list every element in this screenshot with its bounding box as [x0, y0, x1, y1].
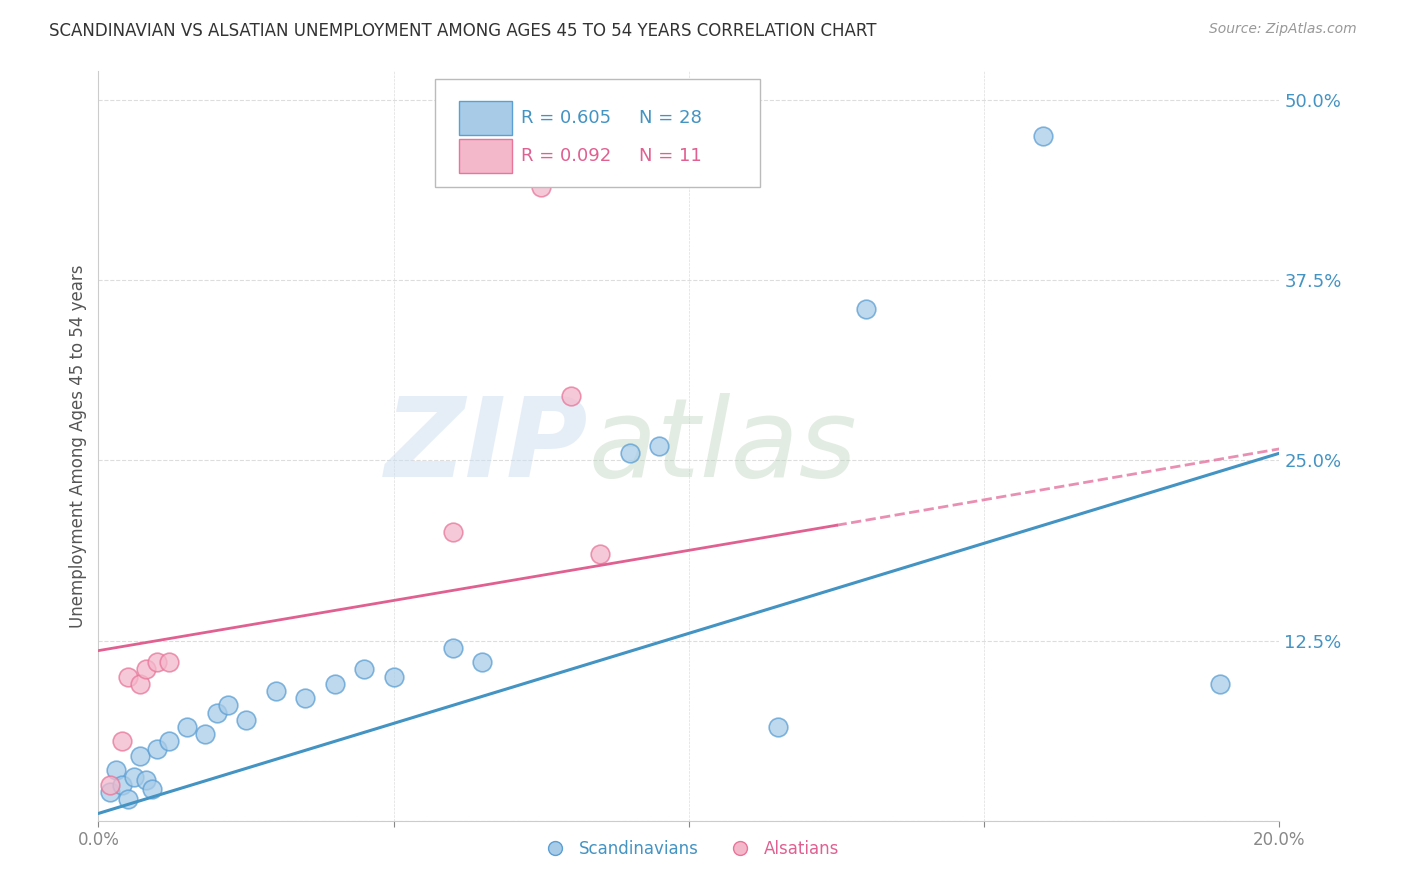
FancyBboxPatch shape [458, 102, 512, 135]
Text: SCANDINAVIAN VS ALSATIAN UNEMPLOYMENT AMONG AGES 45 TO 54 YEARS CORRELATION CHAR: SCANDINAVIAN VS ALSATIAN UNEMPLOYMENT AM… [49, 22, 877, 40]
Point [1032, 129, 1054, 144]
Text: R = 0.605: R = 0.605 [522, 109, 612, 128]
Point [353, 662, 375, 676]
Point [235, 713, 257, 727]
Point [441, 640, 464, 655]
Legend: Scandinavians, Alsatians: Scandinavians, Alsatians [531, 833, 846, 864]
Point [766, 720, 789, 734]
Point [217, 698, 239, 713]
Point [122, 771, 145, 785]
Point [530, 179, 553, 194]
Text: atlas: atlas [589, 392, 858, 500]
Point [105, 763, 128, 777]
Point [128, 748, 150, 763]
Point [157, 734, 180, 748]
Point [194, 727, 217, 741]
Y-axis label: Unemployment Among Ages 45 to 54 years: Unemployment Among Ages 45 to 54 years [69, 264, 87, 628]
Point [382, 669, 405, 683]
Point [441, 525, 464, 540]
Point [135, 773, 157, 788]
Point [560, 388, 582, 402]
Point [141, 781, 163, 796]
Point [264, 684, 287, 698]
Point [648, 439, 671, 453]
Text: N = 28: N = 28 [640, 109, 702, 128]
Text: N = 11: N = 11 [640, 146, 702, 165]
Point [98, 785, 121, 799]
Point [146, 655, 169, 669]
Point [111, 778, 134, 792]
Text: R = 0.092: R = 0.092 [522, 146, 612, 165]
Point [128, 677, 150, 691]
Point [471, 655, 494, 669]
FancyBboxPatch shape [434, 78, 759, 187]
Point [619, 446, 641, 460]
Point [323, 677, 346, 691]
Point [117, 669, 139, 683]
Point [98, 778, 121, 792]
Point [157, 655, 180, 669]
Point [117, 792, 139, 806]
Point [1209, 677, 1232, 691]
Point [589, 547, 612, 561]
Point [146, 741, 169, 756]
Text: Source: ZipAtlas.com: Source: ZipAtlas.com [1209, 22, 1357, 37]
Point [135, 662, 157, 676]
FancyBboxPatch shape [458, 139, 512, 172]
Text: ZIP: ZIP [385, 392, 589, 500]
Point [176, 720, 198, 734]
Point [205, 706, 228, 720]
Point [855, 302, 877, 317]
Point [111, 734, 134, 748]
Point [294, 691, 316, 706]
